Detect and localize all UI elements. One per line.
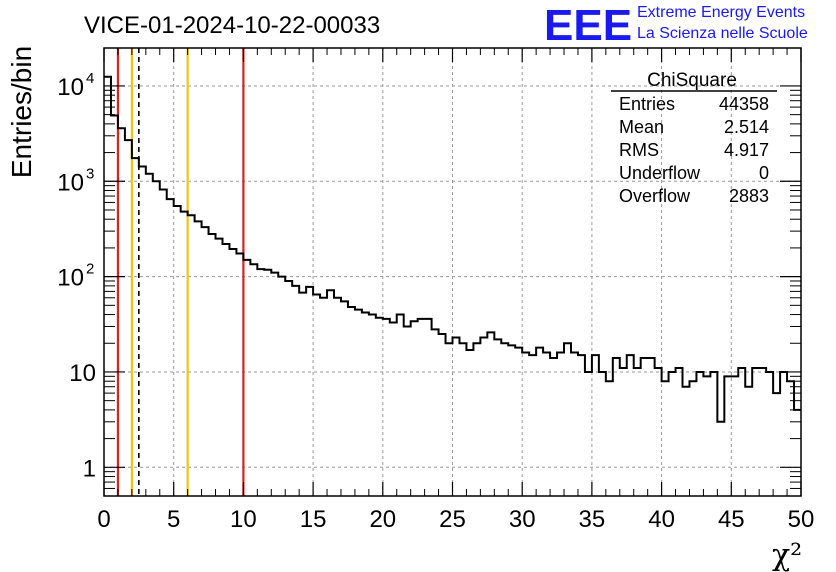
stats-row-value: 2883 (729, 186, 769, 206)
stats-box: ChiSquare Entries 44358 Mean 2.514 RMS 4.917 U… (611, 70, 777, 206)
stats-row-label: Underflow (619, 163, 701, 183)
y-tick-label: 1 (83, 455, 96, 482)
histogram-series (104, 75, 801, 423)
y-tick-label: 10 (69, 360, 96, 387)
stats-row-label: RMS (619, 140, 659, 160)
y-tick-label: 10 (57, 74, 84, 101)
grid (104, 48, 801, 496)
x-tick-label: 10 (230, 506, 257, 533)
x-tick-label: 50 (788, 506, 815, 533)
stats-row-value: 2.514 (724, 117, 769, 137)
y-axis-label: Entries/bin (6, 46, 37, 178)
x-tick-label: 0 (97, 506, 110, 533)
stats-row-label: Mean (619, 117, 664, 137)
reference-lines (116, 48, 245, 496)
y-tick-exponent: 4 (86, 70, 94, 87)
logo-mark: EEE (544, 1, 632, 50)
x-axis-label: χ² (772, 538, 802, 572)
y-tick-exponent: 2 (86, 261, 94, 278)
eee-logo: EEE Extreme Energy Events La Scienza nel… (544, 1, 808, 50)
stats-row-value: 44358 (719, 94, 769, 114)
x-tick-label: 30 (509, 506, 536, 533)
x-tick-label: 40 (648, 506, 675, 533)
x-tick-label: 45 (718, 506, 745, 533)
stats-row-label: Entries (619, 94, 675, 114)
axis-ticks (103, 48, 802, 497)
chart-title: VICE-01-2024-10-22-00033 (84, 12, 380, 39)
x-tick-label: 20 (369, 506, 396, 533)
y-tick-label: 10 (57, 169, 84, 196)
stats-title: ChiSquare (647, 70, 737, 91)
logo-line1: Extreme Energy Events (637, 4, 805, 21)
stats-row-value: 4.917 (724, 140, 769, 160)
y-tick-exponent: 3 (86, 165, 94, 182)
logo-line2: La Scienza nelle Scuole (637, 25, 808, 42)
stats-row-label: Overflow (619, 186, 691, 206)
x-tick-label: 5 (167, 506, 180, 533)
x-tick-label: 15 (300, 506, 327, 533)
x-tick-label: 35 (579, 506, 606, 533)
y-tick-label: 10 (57, 265, 84, 292)
stats-row-value: 0 (759, 163, 769, 183)
x-tick-label: 25 (439, 506, 466, 533)
